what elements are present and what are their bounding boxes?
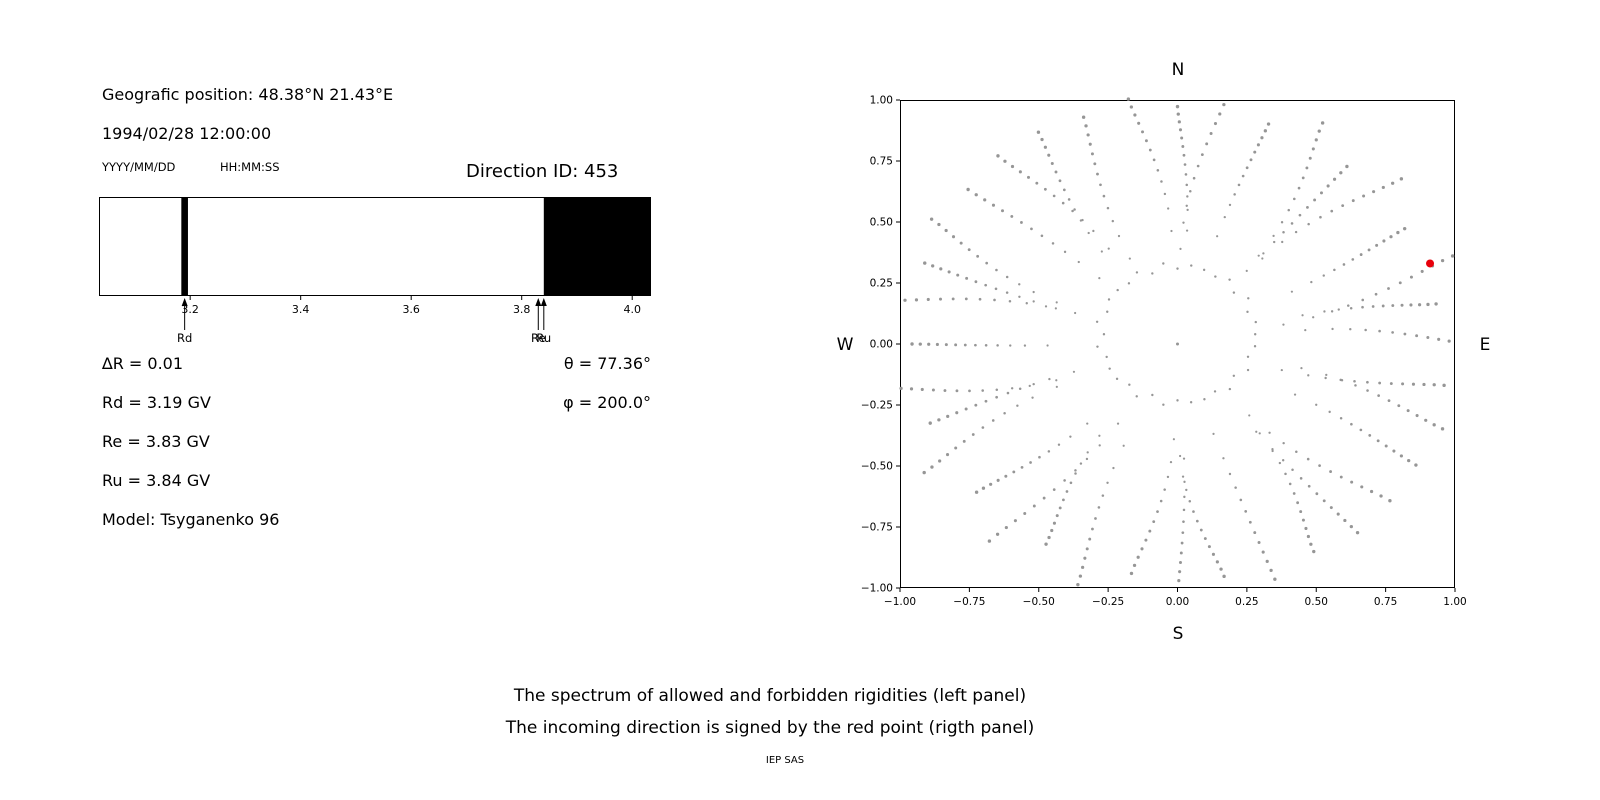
compass-south-label: S (1172, 624, 1184, 644)
svg-text:3.8: 3.8 (513, 303, 531, 316)
svg-text:0.25: 0.25 (1235, 596, 1258, 608)
compass-east-label: E (1479, 335, 1491, 355)
svg-text:−0.25: −0.25 (1092, 596, 1124, 608)
svg-text:0.50: 0.50 (870, 217, 893, 229)
delta-r-value: ∆R = 0.01 (102, 354, 184, 373)
svg-text:0.75: 0.75 (1374, 596, 1397, 608)
direction-id-label: Direction ID: 453 (466, 161, 619, 182)
svg-text:0.00: 0.00 (870, 339, 893, 351)
svg-text:−1.00: −1.00 (861, 583, 893, 595)
svg-text:0.00: 0.00 (1166, 596, 1189, 608)
re-value: Re = 3.83 GV (102, 432, 210, 451)
compass-west-label: W (836, 335, 854, 355)
svg-text:0.25: 0.25 (870, 278, 893, 290)
time-format-hint: HH:MM:SS (220, 160, 280, 174)
compass-north-label: N (1171, 60, 1185, 80)
caption-line-1: The spectrum of allowed and forbidden ri… (513, 686, 1027, 706)
svg-text:3.2: 3.2 (181, 303, 199, 316)
caption-line-2: The incoming direction is signed by the … (505, 718, 1035, 738)
date-format-hint: YYYY/MM/DD (102, 160, 176, 174)
svg-text:−0.50: −0.50 (1023, 596, 1055, 608)
svg-text:Rd: Rd (177, 331, 192, 345)
svg-text:1.00: 1.00 (870, 95, 893, 107)
svg-text:−0.50: −0.50 (861, 461, 893, 473)
incoming-direction-plot: −1.00−1.00 −0.75 −0.75 −0.50 −0.50 −0.25 −0.25… (861, 95, 1467, 608)
theta-value: θ = 77.36° (563, 354, 651, 373)
ru-value: Ru = 3.84 GV (102, 471, 211, 490)
svg-text:Ru: Ru (536, 331, 551, 345)
svg-text:3.4: 3.4 (292, 303, 310, 316)
model-label: Model: Tsyganenko 96 (102, 510, 280, 529)
svg-text:1.00: 1.00 (1443, 596, 1466, 608)
svg-text:3.6: 3.6 (402, 303, 420, 316)
svg-text:−1.00: −1.00 (884, 596, 916, 608)
credit-label: IEP SAS (765, 755, 805, 766)
geo-position-label: Geografic position: 48.38°N 21.43°E (102, 85, 394, 104)
svg-text:4.0: 4.0 (623, 303, 641, 316)
datetime-label: 1994/02/28 12:00:00 (102, 124, 272, 143)
svg-text:−0.75: −0.75 (861, 522, 893, 534)
svg-text:0.75: 0.75 (870, 156, 893, 168)
phi-value: φ = 200.0° (563, 393, 651, 412)
svg-text:Re: Re (531, 331, 546, 345)
rd-value: Rd = 3.19 GV (102, 393, 211, 412)
svg-text:−0.25: −0.25 (861, 400, 893, 412)
svg-text:−0.75: −0.75 (953, 596, 985, 608)
svg-text:0.50: 0.50 (1305, 596, 1328, 608)
